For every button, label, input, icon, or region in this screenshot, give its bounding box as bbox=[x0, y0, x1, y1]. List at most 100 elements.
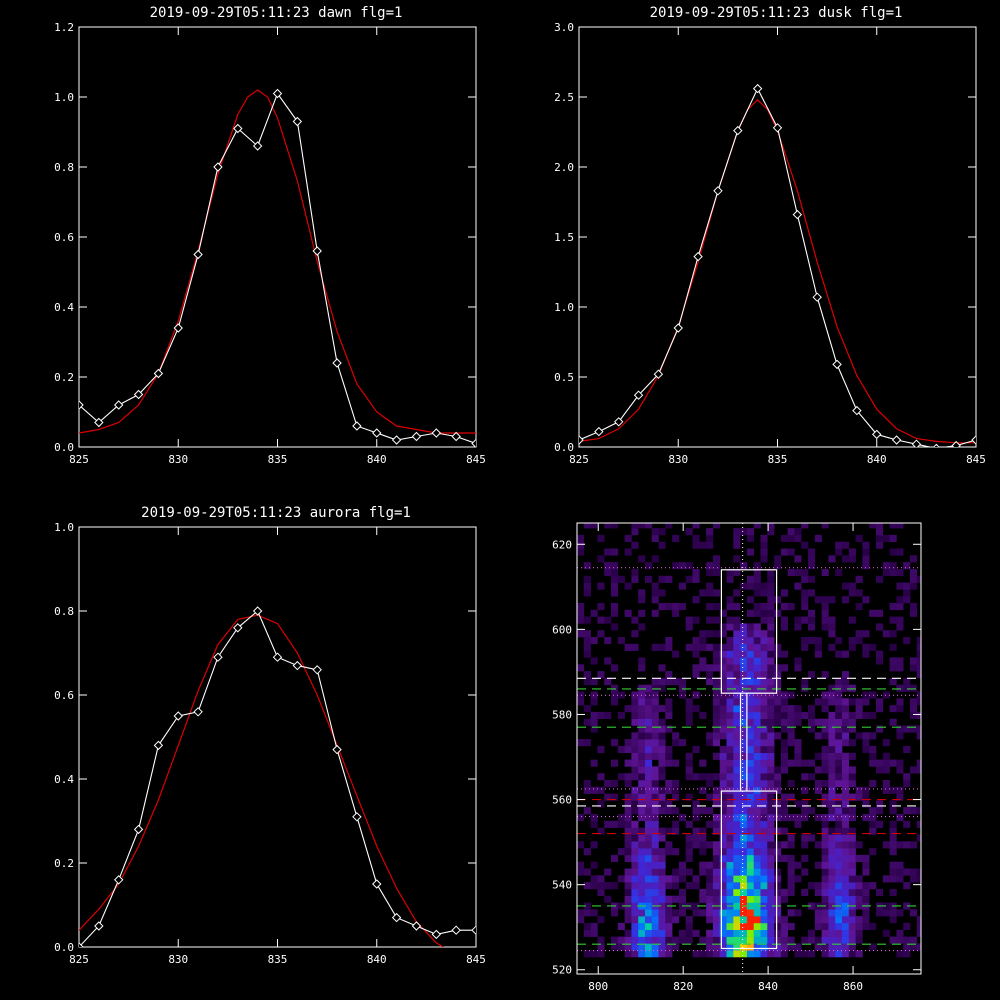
y-tick-label: 3.0 bbox=[554, 21, 574, 34]
data-point-diamond bbox=[79, 400, 84, 410]
data-point-diamond bbox=[971, 435, 976, 445]
spectral-image-plot: 800 820 840 860 520 540 560 580 600 620 bbox=[552, 522, 922, 993]
data-point-diamond bbox=[94, 921, 104, 931]
data-point-diamond bbox=[852, 405, 862, 416]
data-point-diamond bbox=[153, 740, 164, 751]
x-tick-label: 860 bbox=[843, 980, 863, 993]
y-tick-label: 1.0 bbox=[554, 301, 574, 314]
data-point-diamond bbox=[792, 209, 803, 220]
y-tick-label: 0.4 bbox=[54, 773, 74, 786]
x-tick-label: 840 bbox=[867, 453, 887, 466]
data-point-diamond bbox=[391, 912, 402, 923]
y-tick-label: 0.8 bbox=[54, 605, 74, 618]
y-tick-label: 0.6 bbox=[54, 689, 74, 702]
data-point-diamond bbox=[352, 421, 362, 431]
data-point-diamond bbox=[812, 292, 822, 302]
y-tick-label: 0.4 bbox=[54, 301, 74, 314]
data-point-diamond bbox=[312, 665, 322, 675]
x-tick-label: 830 bbox=[168, 953, 188, 966]
dawn-profile-plot: 2019-09-29T05:11:23 dawn flg=1 825 830 835… bbox=[54, 5, 486, 466]
y-tick-label: 1.0 bbox=[54, 91, 74, 104]
x-tick-label: 840 bbox=[367, 453, 387, 466]
y-tick-label: 2.0 bbox=[554, 161, 574, 174]
x-tick-label: 835 bbox=[768, 453, 788, 466]
data-point-diamond bbox=[252, 141, 263, 151]
data-point-diamond bbox=[673, 323, 683, 333]
x-tick-label: 820 bbox=[673, 980, 693, 993]
y-tick-label: 2.5 bbox=[554, 91, 574, 104]
data-point-diamond bbox=[252, 606, 263, 616]
data-point-diamond bbox=[613, 417, 624, 427]
y-tick-label: 620 bbox=[552, 538, 572, 551]
data-point-diamond bbox=[391, 435, 402, 445]
y-tick-label: 0.2 bbox=[54, 857, 74, 870]
data-point-diamond bbox=[471, 438, 476, 447]
data-point-diamond bbox=[891, 435, 902, 445]
x-tick-label: 835 bbox=[268, 953, 288, 966]
y-tick-label: 0.0 bbox=[554, 441, 574, 454]
x-tick-label: 825 bbox=[69, 953, 89, 966]
y-tick-label: 1.0 bbox=[54, 521, 74, 534]
data-point-diamond bbox=[173, 323, 183, 333]
data-point-diamond bbox=[272, 88, 283, 99]
data-point-diamond bbox=[113, 400, 124, 410]
selection-box bbox=[720, 569, 778, 694]
x-tick-label: 830 bbox=[668, 453, 688, 466]
x-tick-label: 835 bbox=[268, 453, 288, 466]
data-point-diamond bbox=[193, 707, 203, 717]
data-point-diamond bbox=[752, 83, 763, 94]
y-tick-label: 580 bbox=[552, 708, 572, 721]
y-tick-label: 1.5 bbox=[554, 231, 574, 244]
data-point-diamond bbox=[832, 359, 842, 370]
x-tick-label: 825 bbox=[569, 453, 589, 466]
data-point-diamond bbox=[272, 652, 283, 662]
data-point-diamond bbox=[233, 623, 243, 633]
data-point-diamond bbox=[713, 186, 723, 196]
data-point-diamond bbox=[772, 123, 783, 133]
data-point-diamond bbox=[594, 426, 604, 437]
dusk-fit-line bbox=[579, 98, 976, 444]
y-tick-label: 0.5 bbox=[554, 371, 574, 384]
data-point-diamond bbox=[579, 435, 584, 445]
aurora-profile-plot: 2019-09-29T05:11:23 aurora flg=1 825 830 8… bbox=[54, 505, 486, 966]
data-point-diamond bbox=[372, 428, 382, 438]
x-tick-label: 845 bbox=[466, 453, 486, 466]
data-point-diamond bbox=[133, 824, 144, 835]
y-tick-label: 0.2 bbox=[54, 371, 74, 384]
data-point-diamond bbox=[312, 246, 322, 256]
aurora-fit-line bbox=[79, 614, 445, 947]
data-point-diamond bbox=[173, 711, 183, 721]
data-point-diamond bbox=[94, 417, 104, 428]
y-tick-label: 600 bbox=[552, 623, 572, 636]
data-point-diamond bbox=[451, 431, 461, 442]
data-point-diamond bbox=[932, 443, 940, 447]
data-point-diamond bbox=[352, 812, 362, 822]
data-point-diamond bbox=[332, 358, 342, 368]
data-point-diamond bbox=[133, 389, 144, 400]
data-point-diamond bbox=[733, 125, 743, 136]
y-tick-label: 1.2 bbox=[54, 21, 74, 34]
data-point-diamond bbox=[872, 429, 882, 440]
data-point-diamond bbox=[911, 439, 922, 447]
y-tick-label: 0.0 bbox=[54, 441, 74, 454]
data-point-diamond bbox=[411, 921, 422, 931]
data-point-diamond bbox=[431, 428, 442, 438]
plot-frame bbox=[576, 522, 922, 975]
data-point-diamond bbox=[213, 162, 223, 172]
data-point-diamond bbox=[431, 929, 442, 940]
data-point-diamond bbox=[471, 925, 476, 935]
data-point-diamond bbox=[693, 251, 703, 262]
data-point-diamond bbox=[233, 123, 243, 134]
data-point-diamond bbox=[193, 249, 203, 260]
data-point-diamond bbox=[633, 390, 644, 400]
x-tick-label: 825 bbox=[69, 453, 89, 466]
data-point-diamond bbox=[213, 652, 223, 662]
dusk-plot-title: 2019-09-29T05:11:23 dusk flg=1 bbox=[650, 5, 903, 21]
y-tick-label: 560 bbox=[552, 794, 572, 807]
data-point-diamond bbox=[951, 440, 961, 447]
data-point-diamond bbox=[451, 925, 461, 935]
y-tick-label: 0.0 bbox=[54, 941, 74, 954]
y-tick-label: 0.8 bbox=[54, 161, 74, 174]
x-tick-label: 830 bbox=[168, 453, 188, 466]
